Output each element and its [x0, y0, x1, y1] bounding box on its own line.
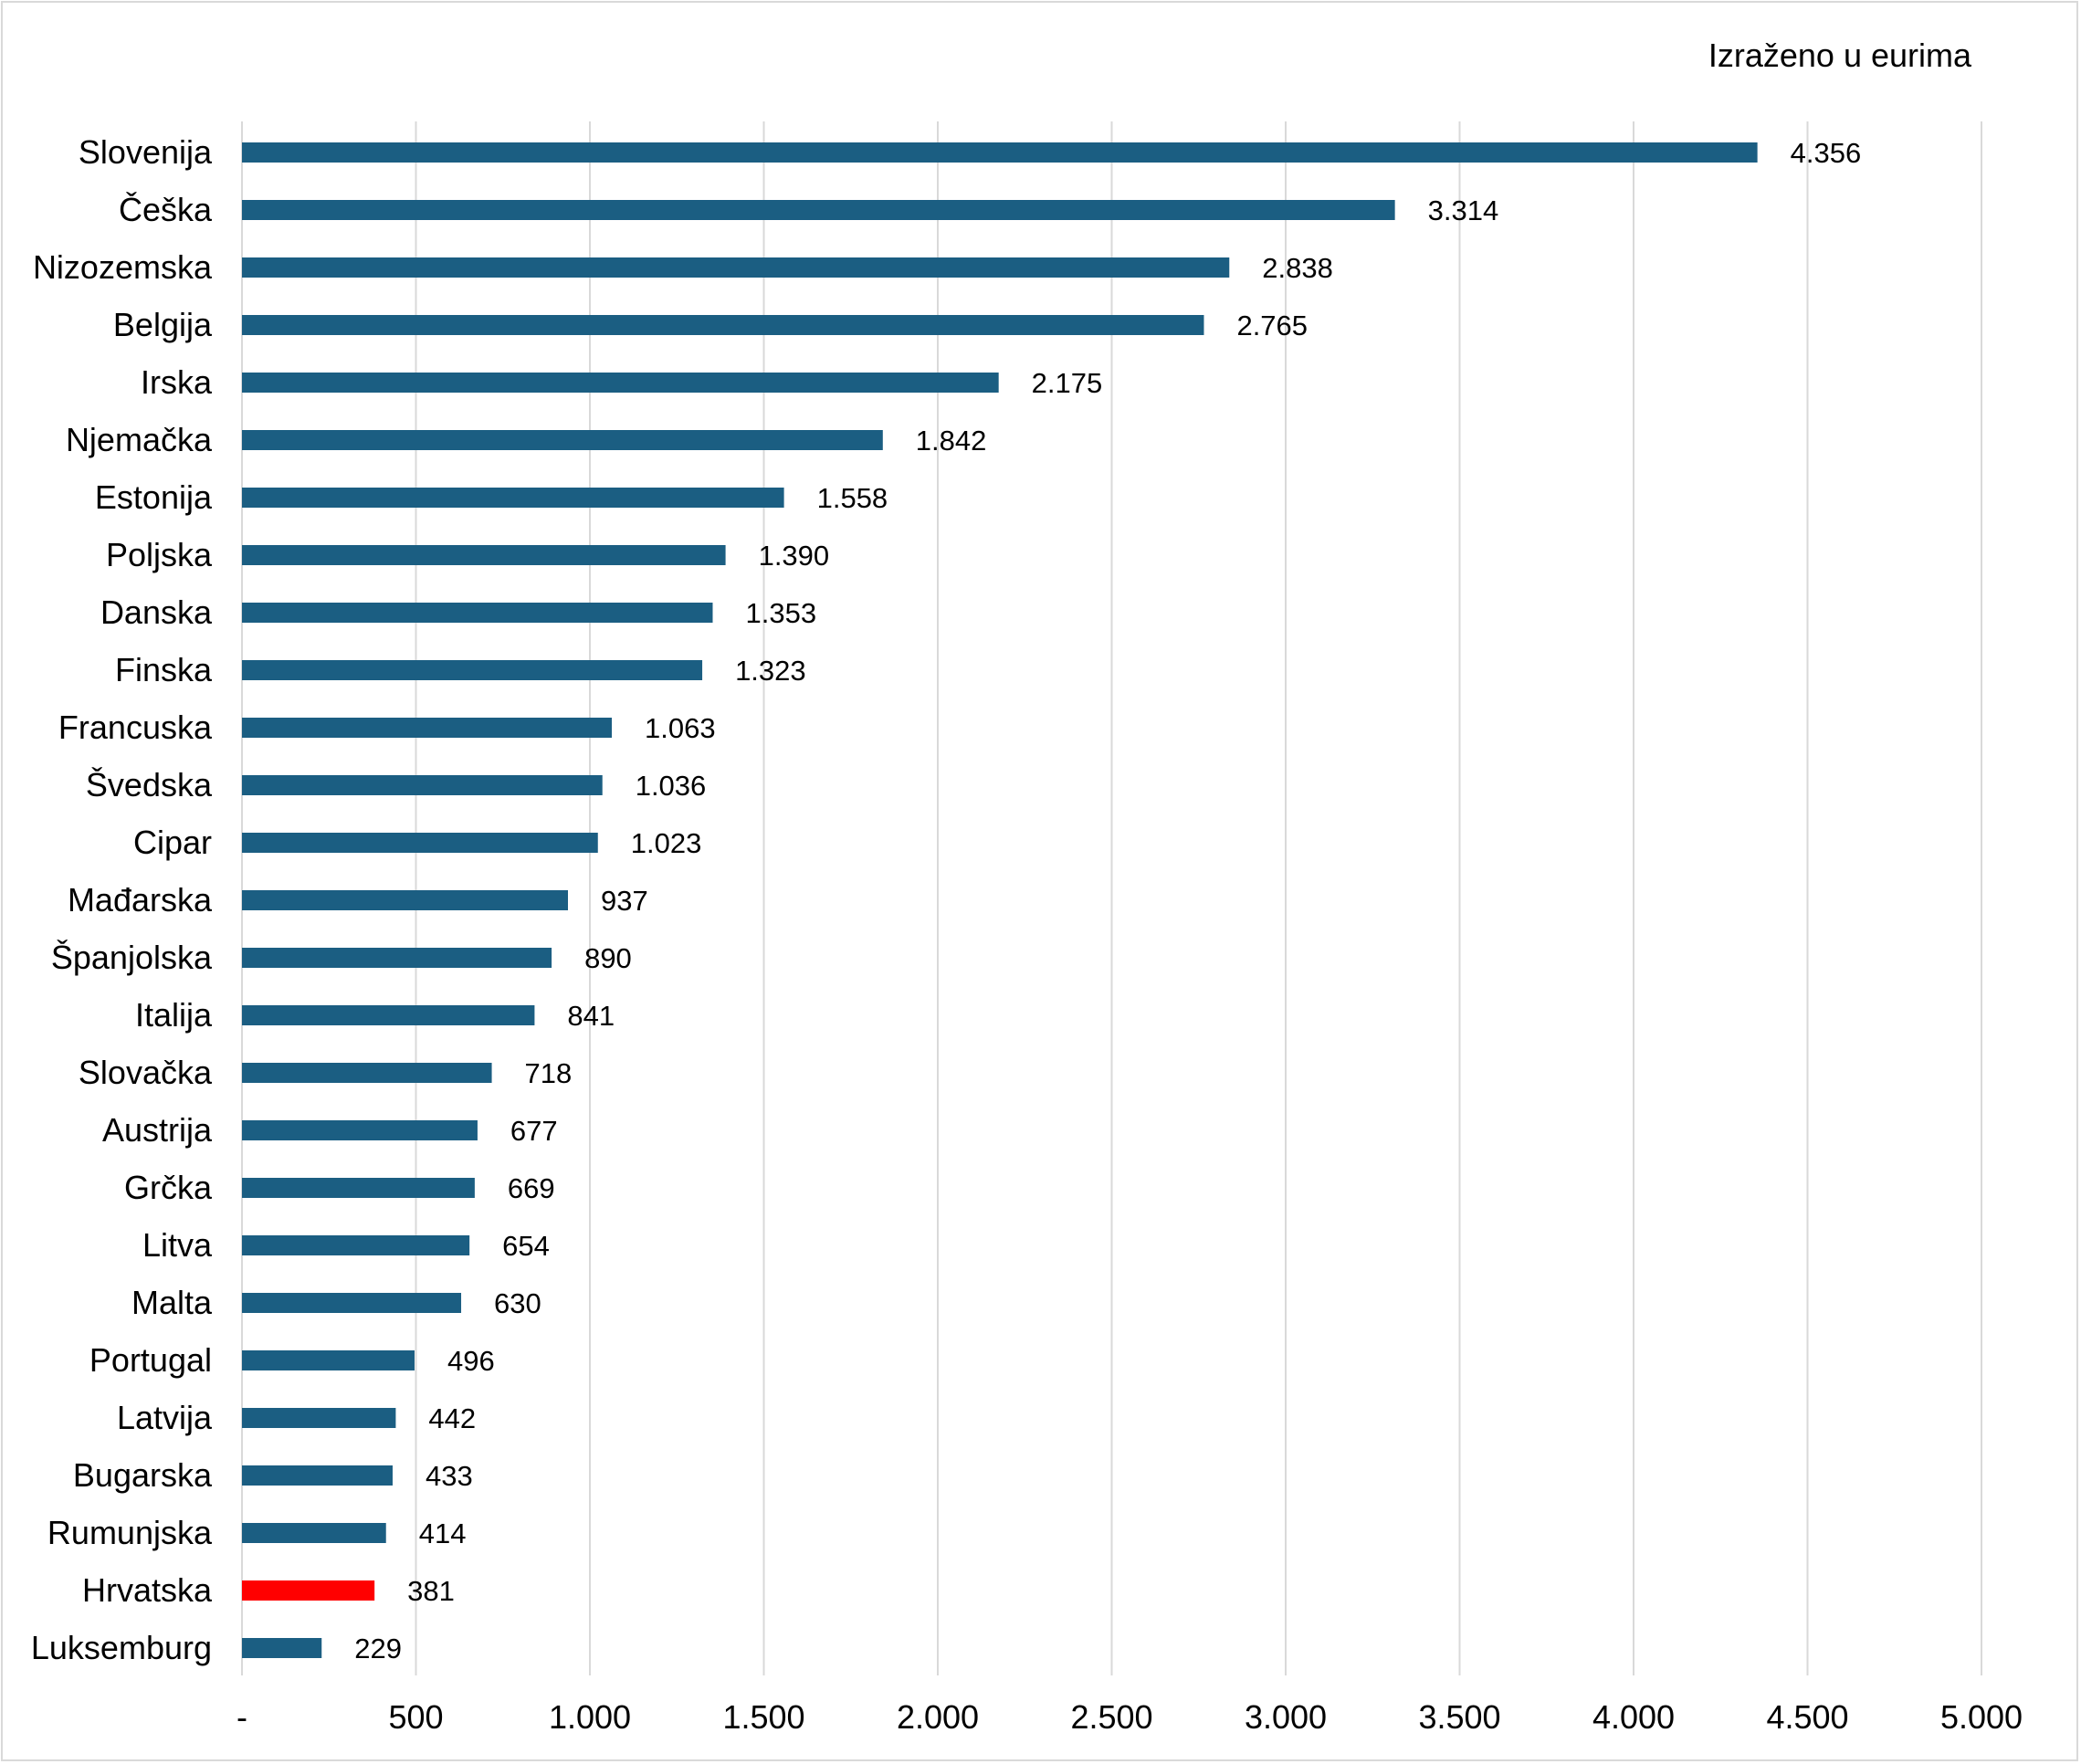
x-tick-label: 1.500: [722, 1698, 804, 1736]
value-label: 1.558: [817, 482, 888, 514]
x-tick-label: 4.000: [1592, 1698, 1675, 1736]
value-label: 229: [354, 1633, 402, 1664]
bar: [242, 603, 713, 623]
gridlines: [241, 121, 1982, 1675]
category-label: Portugal: [89, 1341, 212, 1379]
bar: [242, 373, 999, 393]
bars: [242, 142, 1758, 1658]
category-label: Latvija: [117, 1399, 213, 1436]
category-label: Cipar: [133, 824, 212, 861]
bar: [242, 1465, 393, 1486]
category-label: Danska: [100, 593, 213, 631]
x-tick-label: 500: [388, 1698, 443, 1736]
category-label: Italija: [135, 996, 213, 1034]
bar: [242, 1120, 478, 1140]
value-label: 1.323: [735, 655, 806, 687]
bar: [242, 200, 1395, 220]
bar: [242, 718, 613, 738]
category-label: Grčka: [124, 1169, 213, 1206]
category-label: Luksemburg: [31, 1629, 212, 1666]
value-label: 2.175: [1032, 367, 1103, 399]
bar: [242, 1408, 396, 1428]
value-label: 841: [567, 1000, 615, 1032]
value-label: 654: [502, 1230, 550, 1262]
value-label: 669: [508, 1172, 555, 1204]
x-tick-label: 3.500: [1418, 1698, 1500, 1736]
bar: [242, 1063, 492, 1083]
category-label: Španjolska: [51, 939, 213, 976]
bar: [242, 1580, 375, 1601]
value-label: 2.765: [1236, 310, 1308, 341]
value-labels: 4.356 3.314 2.838 2.765 2.175 1.842 1.558 1.390…: [354, 137, 1861, 1664]
value-label: 433: [426, 1460, 473, 1492]
bar: [242, 1350, 415, 1370]
category-label: Mađarska: [68, 881, 213, 919]
x-tick-label: 3.000: [1245, 1698, 1327, 1736]
value-label: 442: [428, 1402, 476, 1434]
value-label: 677: [510, 1115, 558, 1147]
bar: [242, 833, 598, 853]
bar: [242, 545, 726, 565]
category-label: Češka: [119, 191, 213, 228]
category-labels: Slovenija Češka Nizozemska Belgija Irska Njem…: [31, 133, 213, 1666]
bar: [242, 890, 568, 910]
category-label: Malta: [131, 1284, 213, 1321]
value-label: 4.356: [1791, 137, 1862, 169]
value-label: 1.036: [636, 770, 707, 802]
category-label: Njemačka: [66, 421, 213, 458]
category-label: Bugarska: [73, 1456, 213, 1494]
category-label: Rumunjska: [47, 1514, 213, 1551]
category-label: Litva: [142, 1226, 213, 1264]
unit-note: Izraženo u eurima: [1708, 37, 1971, 74]
x-tick-label: 1.000: [549, 1698, 631, 1736]
value-label: 1.023: [631, 827, 702, 859]
category-label: Austrija: [102, 1111, 213, 1149]
category-label: Estonija: [95, 478, 213, 516]
bar: [242, 948, 552, 968]
value-label: 1.353: [745, 597, 816, 629]
bar: [242, 257, 1230, 278]
value-label: 1.063: [645, 712, 716, 744]
x-tick-label: -: [236, 1698, 247, 1736]
category-label: Slovenija: [79, 133, 213, 171]
bar: [242, 1235, 470, 1255]
bar: [242, 142, 1758, 163]
value-label: 1.842: [916, 425, 987, 457]
value-label: 496: [447, 1345, 495, 1377]
category-label: Poljska: [106, 536, 213, 573]
category-label: Hrvatska: [82, 1571, 213, 1609]
value-label: 2.838: [1262, 252, 1333, 284]
bar: [242, 1523, 386, 1543]
value-label: 414: [419, 1517, 467, 1549]
category-label: Slovačka: [79, 1054, 213, 1091]
category-label: Belgija: [113, 306, 213, 343]
bar: [242, 1178, 475, 1198]
value-label: 718: [525, 1057, 573, 1089]
x-tick-label: 2.500: [1070, 1698, 1152, 1736]
value-label: 1.390: [759, 540, 830, 572]
value-label: 381: [407, 1575, 455, 1607]
category-label: Švedska: [86, 766, 213, 803]
bar: [242, 660, 703, 680]
bar: [242, 315, 1204, 335]
category-label: Nizozemska: [33, 248, 213, 286]
value-label: 3.314: [1428, 194, 1499, 226]
x-tick-label: 5.000: [1940, 1698, 2023, 1736]
bar: [242, 488, 784, 508]
value-label: 630: [494, 1287, 541, 1319]
bar: [242, 775, 603, 795]
category-label: Francuska: [58, 709, 213, 746]
value-label: 937: [601, 885, 648, 917]
bar: [242, 1638, 322, 1658]
x-tick-label: 4.500: [1766, 1698, 1848, 1736]
bar: [242, 1293, 462, 1313]
value-label: 890: [584, 942, 632, 974]
bar: [242, 430, 883, 450]
category-label: Finska: [115, 651, 213, 688]
x-tick-label: 2.000: [897, 1698, 979, 1736]
category-label: Irska: [141, 363, 213, 401]
x-tick-labels: - 500 1.000 1.500 2.000 2.500 3.000 3.500 4.000 4…: [236, 1698, 2023, 1736]
bar: [242, 1005, 535, 1025]
